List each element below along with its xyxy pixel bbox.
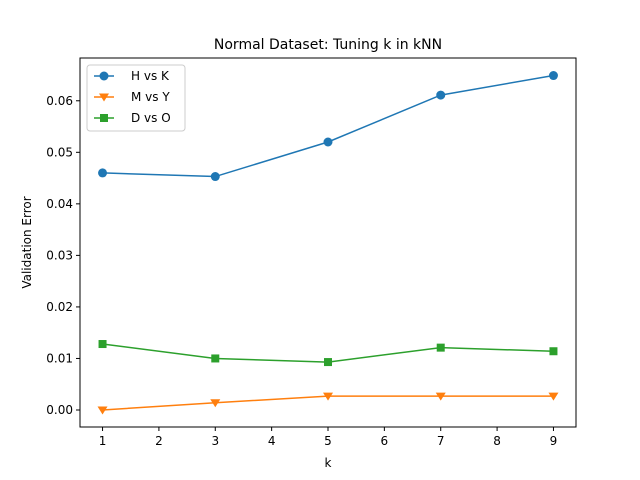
data-point-d-vs-o xyxy=(211,354,220,363)
series-m-vs-y xyxy=(97,392,559,415)
data-point-d-vs-o xyxy=(436,343,445,352)
data-point-h-vs-k xyxy=(436,90,446,100)
legend-box xyxy=(86,64,186,132)
legend-label: M vs Y xyxy=(131,90,170,104)
x-tick-label: 1 xyxy=(99,434,107,448)
data-point-d-vs-o xyxy=(98,340,107,349)
data-point-h-vs-k xyxy=(210,172,220,182)
series-layer xyxy=(97,71,559,415)
data-point-m-vs-y xyxy=(548,392,559,401)
legend-label: H vs K xyxy=(131,69,170,83)
x-tick-label: 7 xyxy=(437,434,445,448)
y-tick-label: 0.01 xyxy=(46,351,73,365)
series-d-vs-o xyxy=(98,340,558,367)
data-point-m-vs-y xyxy=(435,392,446,401)
data-point-d-vs-o xyxy=(324,358,332,367)
data-point-h-vs-k xyxy=(323,137,333,147)
x-tick-label: 2 xyxy=(155,434,163,448)
x-tick-label: 5 xyxy=(324,434,332,448)
legend-marker-m-vs-y xyxy=(99,93,109,102)
data-point-m-vs-y xyxy=(97,406,108,415)
data-point-h-vs-k xyxy=(548,71,558,81)
x-tick-label: 9 xyxy=(550,434,558,448)
y-tick-label: 0.06 xyxy=(46,94,73,108)
y-axis-label: Validation Error xyxy=(20,196,34,288)
data-point-h-vs-k xyxy=(98,168,108,178)
y-tick-label: 0.04 xyxy=(46,197,73,211)
data-point-d-vs-o xyxy=(549,347,558,356)
y-tick-label: 0.00 xyxy=(46,403,73,417)
x-axis: 1 2 3 4 5 6 7 8 9 xyxy=(99,427,558,448)
x-tick-label: 3 xyxy=(211,434,219,448)
chart-title: Normal Dataset: Tuning k in kNN xyxy=(214,37,442,53)
legend: H vs K M vs Y D vs O xyxy=(86,64,186,132)
x-tick-label: 6 xyxy=(381,434,389,448)
y-tick-label: 0.05 xyxy=(46,145,73,159)
legend-marker-h-vs-k xyxy=(99,71,109,81)
series-h-vs-k xyxy=(98,71,558,182)
y-axis: 0.00 0.01 0.02 0.03 0.04 0.05 0.06 xyxy=(46,94,80,417)
legend-marker-d-vs-o xyxy=(100,114,108,122)
legend-label: D vs O xyxy=(131,111,171,125)
x-tick-label: 8 xyxy=(493,434,501,448)
data-point-m-vs-y xyxy=(210,399,221,408)
y-tick-label: 0.03 xyxy=(46,248,73,262)
y-tick-label: 0.02 xyxy=(46,300,73,314)
data-point-m-vs-y xyxy=(323,392,333,401)
x-axis-label: k xyxy=(325,456,332,470)
x-tick-label: 4 xyxy=(268,434,276,448)
